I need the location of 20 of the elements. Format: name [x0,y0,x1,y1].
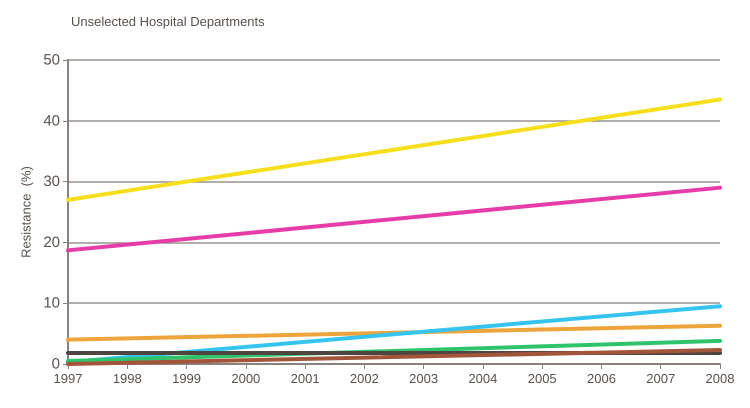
y-tick-label: 40 [43,112,60,130]
chart-title: Unselected Hospital Departments [71,14,266,29]
y-axis-title: Resistance (%) [18,166,34,258]
x-tick-label: 2001 [290,371,320,386]
x-tick-label: 2007 [646,371,676,386]
x-tick-label: 2000 [231,371,260,386]
y-tick-label: 10 [43,294,60,312]
x-tick-label: 2002 [350,371,379,386]
x-tick-label: 2008 [706,371,734,386]
x-tick-label: 1998 [112,371,142,386]
x-tick-label: 2003 [409,371,438,386]
x-tick-label: 2005 [528,371,557,386]
y-tick-label: 20 [43,234,60,251]
x-tick-label: 1997 [54,371,82,386]
y-tick-label: 0 [52,356,60,372]
y-tick-label: 30 [43,173,60,190]
x-tick-label: 2004 [468,371,498,386]
x-tick-label: 1999 [172,371,202,386]
y-tick-label: 50 [43,52,60,68]
x-tick-label: 2006 [586,371,616,386]
